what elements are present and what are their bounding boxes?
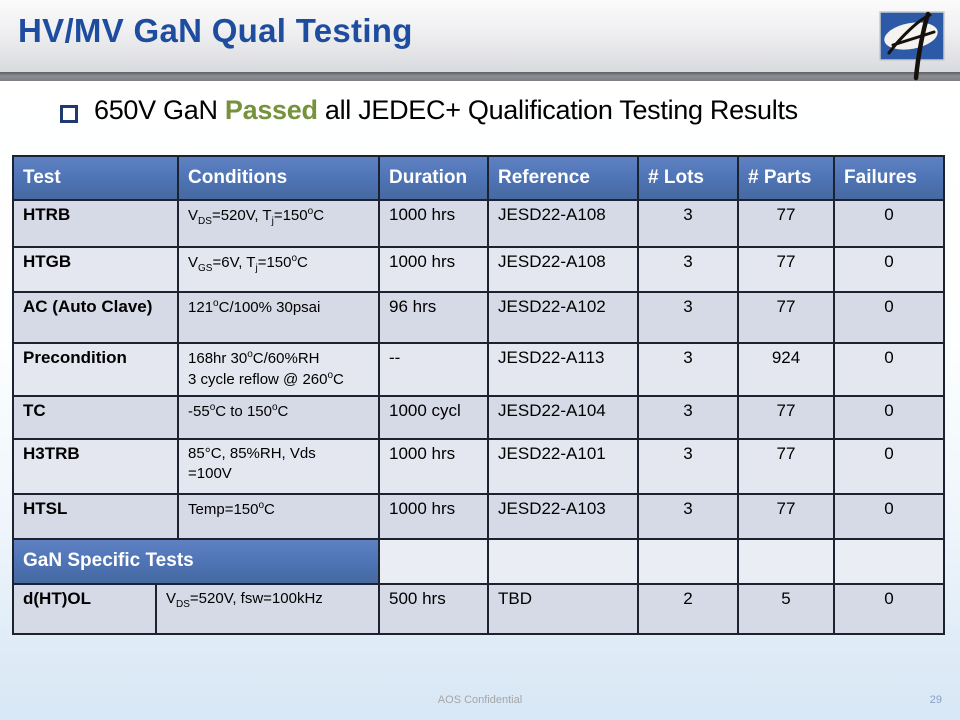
cell-duration: 1000 cycl: [378, 394, 490, 440]
cell-failures: 0: [833, 437, 946, 495]
cell-reference: JESD22-A113: [487, 342, 640, 397]
cell-parts: 77: [737, 291, 836, 344]
bullet-post: all JEDEC+ Qualification Testing Results: [317, 95, 798, 125]
cell-duration: 1000 hrs: [378, 199, 490, 248]
logo-letter-a: [887, 11, 936, 81]
table-row-ac: AC (Auto Clave) 121oC/100% 30psai 96 hrs…: [11, 291, 946, 344]
cell-lots: 3: [637, 291, 740, 344]
cell-duration: 96 hrs: [378, 291, 490, 344]
cell-failures: 0: [833, 199, 946, 248]
cell-failures: 0: [833, 246, 946, 293]
cell-lots: 3: [637, 394, 740, 440]
cell-test: HTGB: [11, 246, 180, 293]
cell-reference: JESD22-A102: [487, 291, 640, 344]
cell-lots: 3: [637, 437, 740, 495]
cell-duration: 500 hrs: [378, 582, 490, 635]
section-banner-label: GaN Specific Tests: [11, 537, 381, 585]
cell-parts: 5: [737, 582, 836, 635]
section-banner-row: GaN Specific Tests: [11, 537, 946, 585]
page-number: 29: [929, 694, 942, 706]
cell-duration: 1000 hrs: [378, 246, 490, 293]
table-row-dhtol: d(HT)OL VDS=520V, fsw=100kHz 500 hrs TBD…: [12, 582, 946, 635]
cell-reference: JESD22-A101: [487, 437, 640, 495]
cell-lots: 2: [637, 582, 740, 635]
cell-test: d(HT)OL: [12, 582, 157, 635]
table-row-htgb: HTGB VGS=6V, Tj=150oC 1000 hrs JESD22-A1…: [11, 246, 946, 293]
title-bar: HV/MV GaN Qual Testing: [0, 0, 960, 72]
cell-test: HTRB: [11, 199, 180, 248]
bullet-highlight: Passed: [224, 95, 318, 125]
table-row-precondition: Precondition 168hr 30oC/60%RH 3 cycle ref…: [11, 342, 946, 397]
header-test: Test: [11, 155, 180, 201]
empty-cell: [833, 537, 946, 585]
page-title: HV/MV GaN Qual Testing: [18, 12, 413, 49]
header-duration: Duration: [378, 155, 490, 201]
aos-logo-icon: [879, 11, 945, 81]
header-parts: # Parts: [737, 155, 836, 201]
cell-conditions: VDS=520V, fsw=100kHz: [154, 582, 381, 635]
cell-test: Precondition: [11, 342, 180, 397]
cell-failures: 0: [833, 291, 946, 344]
cell-reference: JESD22-A108: [487, 246, 640, 293]
cell-reference: JESD22-A104: [487, 394, 640, 440]
cell-conditions: 85°C, 85%RH, Vds =100V: [177, 437, 381, 495]
cell-test: HTSL: [11, 492, 180, 540]
cell-duration: 1000 hrs: [378, 492, 490, 540]
cell-failures: 0: [833, 492, 946, 540]
confidential-label: AOS Confidential: [437, 694, 523, 706]
empty-cell: [487, 537, 640, 585]
table-row-tc: TC -55oC to 150oC 1000 cycl JESD22-A104 …: [11, 394, 946, 440]
header-failures: Failures: [833, 155, 946, 201]
cell-reference: JESD22-A103: [487, 492, 640, 540]
cell-conditions: VGS=6V, Tj=150oC: [177, 246, 381, 293]
empty-cell: [737, 537, 836, 585]
divider-bar: [0, 72, 960, 81]
cell-conditions: 121oC/100% 30psai: [177, 291, 381, 344]
cell-duration: 1000 hrs: [378, 437, 490, 495]
table-row-h3trb: H3TRB 85°C, 85%RH, Vds =100V 1000 hrs JES…: [11, 437, 946, 495]
cell-failures: 0: [833, 394, 946, 440]
empty-cell: [637, 537, 740, 585]
cell-reference: JESD22-A108: [487, 199, 640, 248]
bullet-line: 650V GaN Passed all JEDEC+ Qualification…: [60, 95, 920, 126]
header-conditions: Conditions: [177, 155, 381, 201]
cell-failures: 0: [833, 342, 946, 397]
cell-parts: 77: [737, 199, 836, 248]
table-row-htsl: HTSL Temp=150oC 1000 hrs JESD22-A103 3 7…: [11, 492, 946, 540]
cell-lots: 3: [637, 492, 740, 540]
bullet-pre: 650V GaN: [94, 95, 225, 125]
empty-cell: [378, 537, 490, 585]
bullet-text: 650V GaN Passed all JEDEC+ Qualification…: [94, 95, 798, 126]
cell-parts: 77: [737, 437, 836, 495]
cell-conditions: 168hr 30oC/60%RH 3 cycle reflow @ 260oC: [177, 342, 381, 397]
cell-test: AC (Auto Clave): [11, 291, 180, 344]
qual-table: Test Conditions Duration Reference # Lot…: [11, 155, 946, 635]
header-lots: # Lots: [637, 155, 740, 201]
cell-parts: 77: [737, 246, 836, 293]
cell-failures: 0: [833, 582, 946, 635]
cell-parts: 77: [737, 492, 836, 540]
cell-duration: --: [378, 342, 490, 397]
cell-conditions: Temp=150oC: [177, 492, 381, 540]
header-reference: Reference: [487, 155, 640, 201]
cell-conditions: VDS=520V, Tj=150oC: [177, 199, 381, 248]
table-header-row: Test Conditions Duration Reference # Lot…: [11, 155, 946, 201]
bullet-square-icon: [60, 105, 78, 123]
cell-parts: 77: [737, 394, 836, 440]
table-row-htrb: HTRB VDS=520V, Tj=150oC 1000 hrs JESD22-…: [11, 199, 946, 248]
cell-test: TC: [11, 394, 180, 440]
cell-conditions: -55oC to 150oC: [177, 394, 381, 440]
cell-reference: TBD: [487, 582, 640, 635]
cell-parts: 924: [737, 342, 836, 397]
cell-lots: 3: [637, 342, 740, 397]
cell-test: H3TRB: [11, 437, 180, 495]
cell-lots: 3: [637, 246, 740, 293]
cell-lots: 3: [637, 199, 740, 248]
